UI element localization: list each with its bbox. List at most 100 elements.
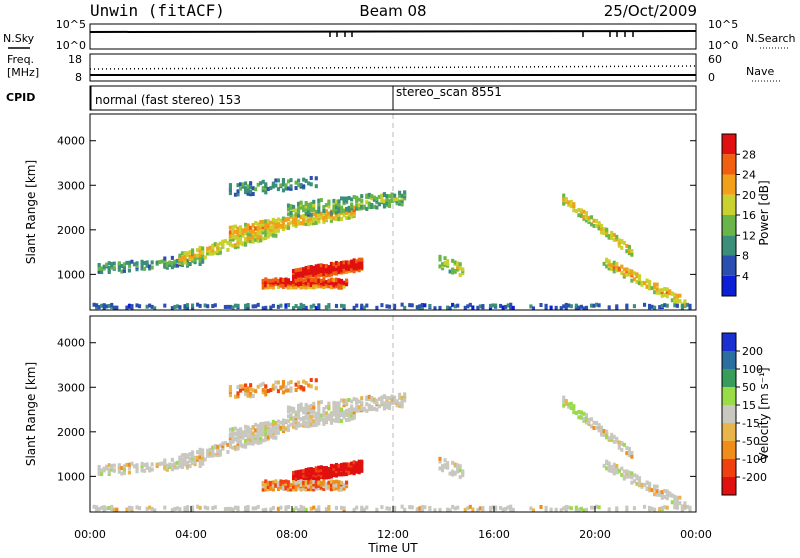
velocity-pixel	[276, 482, 280, 487]
velocity-pixel	[264, 436, 268, 441]
power-pixel	[393, 303, 397, 308]
velocity-pixel	[261, 508, 265, 513]
velocity-pixel	[238, 432, 243, 437]
power-pixel	[314, 220, 318, 225]
power-pixel	[218, 247, 222, 252]
power-pixel	[201, 256, 205, 261]
velocity-pixel	[360, 465, 364, 470]
power-pixel	[579, 208, 583, 213]
power-pixel	[266, 232, 270, 237]
velocity-pixel	[251, 506, 255, 511]
velocity-pixel	[352, 414, 356, 419]
power-pixel	[660, 288, 664, 293]
velocity-pixel	[648, 481, 652, 486]
velocity-pixel	[173, 465, 177, 470]
velocity-pixel	[648, 505, 652, 510]
velocity-pixel	[309, 469, 313, 474]
velocity-pixel	[251, 436, 255, 441]
velocity-pixel	[438, 507, 442, 512]
velocity-pixel	[620, 473, 624, 478]
power-pixel	[271, 225, 275, 230]
velocity-pixel	[292, 470, 296, 475]
power-pixel	[648, 279, 652, 284]
power-pixel	[261, 222, 265, 227]
power-pixel	[259, 227, 263, 232]
velocity-pixel	[332, 405, 336, 410]
power-pixel	[327, 273, 331, 278]
power-pixel	[322, 282, 326, 287]
power-pixel	[345, 262, 349, 267]
power-pixel	[183, 251, 187, 256]
velocity-pixel	[145, 506, 149, 511]
velocity-pixel	[339, 398, 344, 403]
power-pixel	[347, 195, 351, 200]
velocity-pixel	[673, 497, 677, 502]
power-pixel	[506, 303, 510, 308]
power-pixel	[630, 271, 634, 276]
velocity-pixel	[120, 466, 124, 471]
power-pixel	[246, 184, 250, 189]
power-pixel	[567, 200, 571, 205]
power-pixel	[385, 201, 389, 206]
velocity-pixel	[309, 418, 313, 423]
velocity-pixel	[92, 504, 96, 509]
velocity-pixel	[117, 466, 121, 471]
power-pixel	[264, 280, 268, 285]
velocity-pixel	[627, 453, 631, 458]
power-pixel	[403, 305, 407, 310]
colorbar-tick-label: 12	[742, 229, 756, 242]
velocity-pixel	[266, 424, 270, 429]
power-pixel	[339, 205, 344, 210]
power-pixel	[281, 282, 286, 287]
velocity-pixel	[365, 395, 369, 400]
velocity-pixel	[443, 463, 447, 468]
colorbar-tick-label: 50	[742, 381, 756, 394]
velocity-pixel	[135, 505, 139, 510]
velocity-pixel	[342, 401, 346, 406]
velocity-pixel	[339, 505, 344, 510]
velocity-pixel	[678, 501, 682, 506]
velocity-pixel	[380, 398, 384, 403]
velocity-pixel	[264, 427, 268, 432]
velocity-pixel	[317, 486, 321, 491]
velocity-pixel	[299, 423, 303, 428]
power-pixel	[345, 266, 349, 271]
velocity-pixel	[107, 467, 111, 472]
power-pixel	[281, 178, 286, 183]
velocity-pixel	[347, 469, 351, 474]
velocity-pixel	[261, 480, 265, 485]
velocity-pixel	[302, 473, 306, 478]
power-pixel	[645, 284, 649, 289]
power-pixel	[567, 202, 571, 207]
power-pixel	[337, 199, 341, 204]
power-pixel	[438, 254, 442, 259]
power-pixel	[655, 290, 659, 295]
velocity-pixel	[259, 383, 263, 388]
power-pixel	[509, 305, 513, 310]
velocity-pixel	[143, 463, 147, 468]
velocity-pixel	[286, 505, 291, 510]
power-pixel	[180, 251, 185, 256]
velocity-pixel	[292, 473, 296, 478]
velocity-pixel	[317, 416, 321, 421]
velocity-pixel	[289, 482, 293, 487]
velocity-pixel	[127, 505, 131, 510]
velocity-pixel	[249, 434, 253, 439]
power-pixel	[294, 180, 298, 185]
velocity-pixel	[266, 434, 270, 439]
velocity-pixel	[589, 424, 594, 429]
velocity-pixel	[352, 412, 356, 417]
power-pixel	[595, 223, 599, 228]
power-pixel	[292, 204, 296, 209]
power-pixel	[249, 239, 253, 244]
velocity-pixel	[443, 458, 447, 463]
velocity-pixel	[350, 413, 354, 418]
power-pixel	[271, 229, 275, 234]
velocity-pixel	[322, 466, 326, 471]
power-pixel	[269, 305, 273, 310]
power-pixel	[173, 259, 177, 264]
power-pixel	[289, 204, 293, 209]
velocity-pixel	[650, 488, 654, 493]
velocity-pixel	[256, 431, 260, 436]
power-pixel	[592, 218, 596, 223]
